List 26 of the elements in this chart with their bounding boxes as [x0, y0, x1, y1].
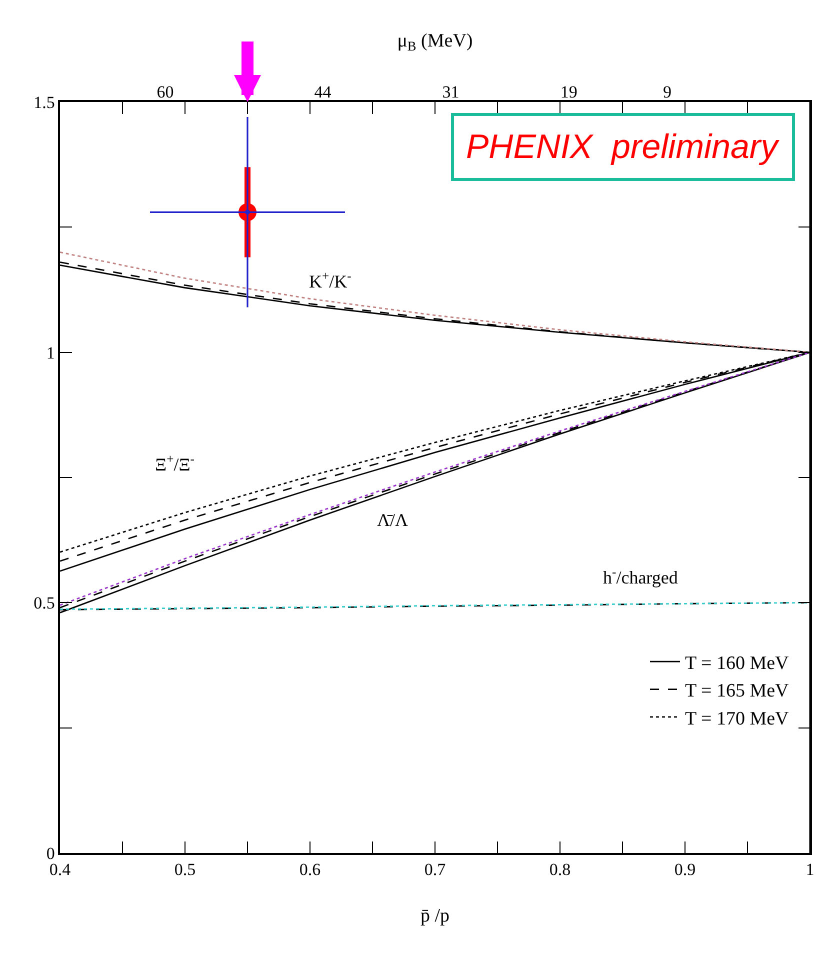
x2-tick-label: 31 [442, 82, 460, 102]
legend-label: T = 160 MeV [685, 652, 790, 674]
legend-label: T = 165 MeV [685, 680, 790, 702]
annotation: K$^{+}$/K$^{-}$ [309, 269, 352, 292]
y-tick-label: 0 [46, 844, 55, 863]
x-tick-label: 0.7 [424, 860, 446, 880]
x-tick-label: 0.8 [549, 860, 571, 880]
y-tick-label: 0.5 [34, 594, 55, 613]
x2-tick-label: 44 [314, 82, 332, 102]
x-axis-title: p̄ /p [420, 905, 450, 926]
x-tick-label: 0.4 [49, 860, 72, 880]
x-tick-label: 0.6 [299, 860, 321, 880]
x2-tick-label: 9 [663, 82, 672, 102]
x-tick-label: 1 [806, 860, 814, 880]
x2-tick-label: 19 [560, 82, 578, 102]
annotation: Ξ$^{+}$/Ξ$^{-}$ [155, 452, 194, 475]
annotation: PHENIX preliminary [466, 128, 780, 166]
y-tick-label: 1.5 [34, 92, 55, 112]
legend-label: T = 170 MeV [685, 708, 790, 730]
annotation: h$^{-}$/charged [603, 565, 678, 588]
x2-axis-title: μ$_{B}$ (MeV) [397, 30, 473, 54]
annotation: Λ̄/Λ [377, 510, 408, 530]
x-tick-label: 0.9 [674, 860, 696, 880]
x2-tick-label: 60 [156, 82, 174, 102]
y-tick-label: 1 [46, 343, 55, 362]
x-tick-label: 0.5 [174, 860, 196, 880]
